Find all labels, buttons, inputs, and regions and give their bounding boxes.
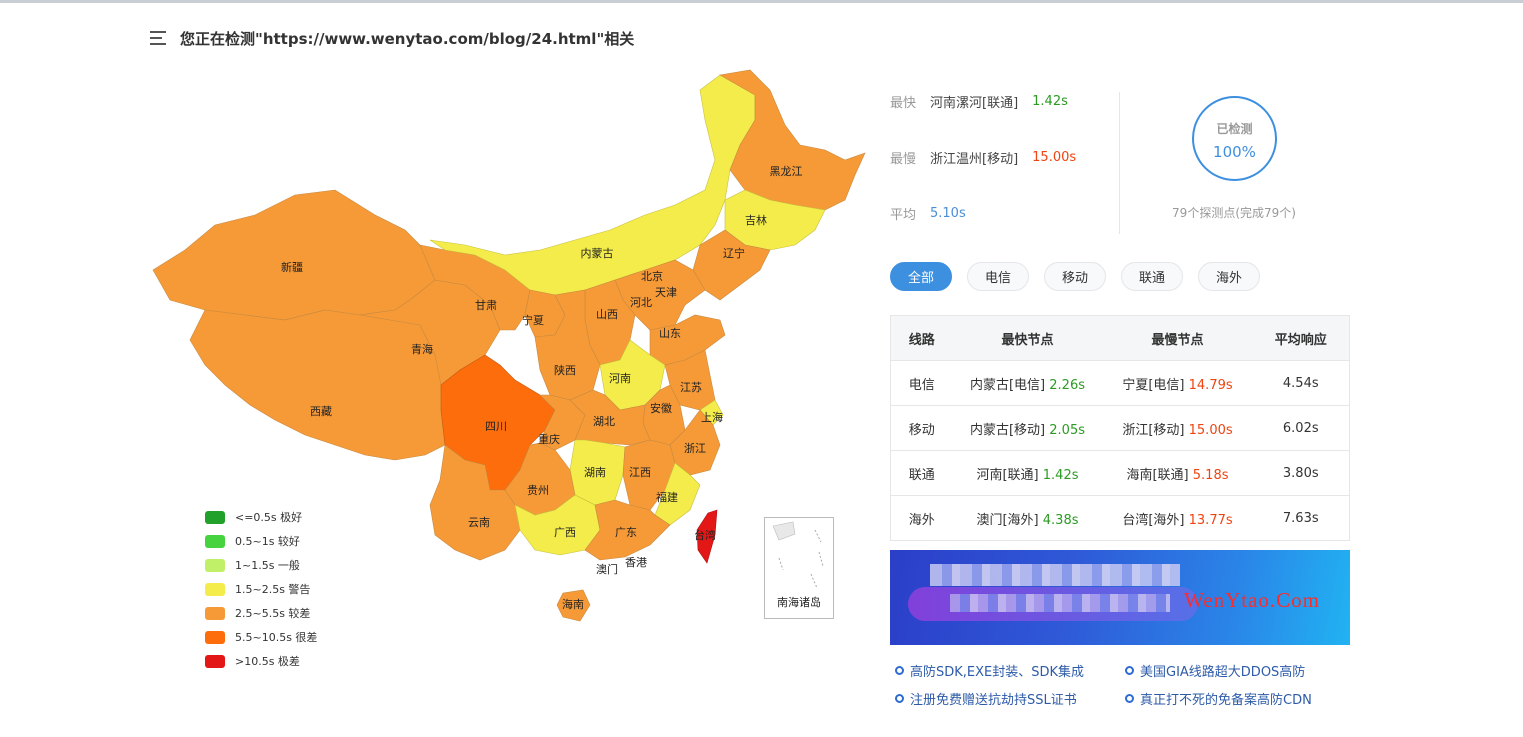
- label-shaanxi: 陕西: [554, 364, 576, 377]
- legend-item-6: >10.5s 极差: [205, 649, 317, 673]
- banner-watermark: WenYtao.Com: [1184, 588, 1320, 612]
- label-zhejiang: 浙江: [684, 442, 706, 455]
- label-tianjin: 天津: [655, 286, 677, 299]
- table-row: 电信 内蒙古[电信] 2.26s 宁夏[电信] 14.79s 4.54s: [890, 360, 1350, 406]
- ad-link-ssl[interactable]: 注册免费赠送抗劫持SSL证书: [895, 689, 1077, 708]
- label-guizhou: 贵州: [527, 484, 549, 497]
- label-chongqing: 重庆: [538, 433, 560, 446]
- stat-fastest: 最快 河南漯河[联通] 1.42s: [890, 94, 1068, 111]
- top-border: [0, 0, 1523, 3]
- label-jiangsu: 江苏: [680, 381, 702, 394]
- progress-circle: 已检测 100%: [1192, 96, 1277, 181]
- label-henan: 河南: [609, 372, 631, 385]
- tab-overseas[interactable]: 海外: [1198, 262, 1260, 291]
- region-xinjiang[interactable]: [152, 189, 436, 321]
- label-hainan: 海南: [562, 598, 584, 611]
- label-jilin: 吉林: [745, 214, 767, 227]
- boundary-line: [244, 309, 326, 321]
- stat-average: 平均 5.10s: [890, 206, 966, 223]
- ad-link-cdn[interactable]: 真正打不死的免备案高防CDN: [1125, 689, 1312, 708]
- legend-item-1: 0.5~1s 较好: [205, 529, 317, 553]
- table-row: 联通 河南[联通] 1.42s 海南[联通] 5.18s 3.80s: [890, 450, 1350, 496]
- label-beijing: 北京: [641, 270, 663, 283]
- ad-bullet-icon: [895, 666, 904, 675]
- label-jiangxi: 江西: [629, 466, 651, 479]
- region-chongqing[interactable]: [539, 394, 586, 451]
- stats-divider: [1119, 92, 1120, 234]
- legend-item-2: 1~1.5s 一般: [205, 553, 317, 577]
- legend-item-5: 5.5~10.5s 很差: [205, 625, 317, 649]
- tab-mobile[interactable]: 移动: [1044, 262, 1106, 291]
- region-taiwan[interactable]: [696, 509, 718, 564]
- inset-label: 南海诸岛: [777, 596, 821, 609]
- region-guangdong[interactable]: [584, 499, 671, 561]
- label-heilongjiang: 黑龙江: [769, 165, 803, 178]
- col-fastest: 最快节点: [952, 315, 1103, 361]
- page-title: 您正在检测"https://www.wenytao.com/blog/24.ht…: [180, 29, 635, 48]
- label-gansu: 甘肃: [475, 299, 497, 312]
- inset-islands: [772, 521, 824, 589]
- label-guangxi: 广西: [554, 526, 576, 539]
- tab-unicom[interactable]: 联通: [1121, 262, 1183, 291]
- label-sichuan: 四川: [485, 420, 507, 433]
- ad-bullet-icon: [1125, 694, 1134, 703]
- ad-link-sdk[interactable]: 高防SDK,EXE封装、SDK集成: [895, 661, 1084, 680]
- region-yunnan[interactable]: [429, 444, 521, 561]
- label-fujian: 福建: [656, 491, 678, 504]
- legend-item-4: 2.5~5.5s 较差: [205, 601, 317, 625]
- table-row: 海外 澳门[海外] 4.38s 台湾[海外] 13.77s 7.63s: [908, 510, 1319, 528]
- region-hainan[interactable]: [556, 589, 591, 622]
- label-guangdong: 广东: [615, 526, 637, 539]
- stat-slowest: 最慢 浙江温州[移动] 15.00s: [890, 150, 1077, 167]
- legend-item-0: <=0.5s 极好: [205, 505, 317, 529]
- page-header: 您正在检测"https://www.wenytao.com/blog/24.ht…: [150, 26, 634, 50]
- label-taiwan: 台湾: [694, 529, 716, 542]
- banner-obscured-text-2: [950, 594, 1170, 612]
- label-liaoning: 辽宁: [723, 247, 745, 260]
- label-shanghai: 上海: [701, 411, 723, 424]
- tab-all[interactable]: 全部: [890, 262, 952, 291]
- label-hunan: 湖南: [584, 466, 606, 479]
- banner-obscured-text: [930, 564, 1180, 586]
- ad-link-ddos[interactable]: 美国GIA线路超大DDOS高防: [1125, 661, 1305, 680]
- label-ningxia: 宁夏: [522, 314, 544, 327]
- label-neimenggu: 内蒙古: [580, 247, 614, 260]
- label-yunnan: 云南: [468, 516, 490, 529]
- col-line: 线路: [890, 315, 953, 361]
- label-hubei: 湖北: [593, 415, 615, 428]
- table-header: 线路 最快节点 最慢节点 平均响应: [890, 315, 1350, 361]
- region-tibet[interactable]: [189, 309, 446, 461]
- table-row: 移动 内蒙古[移动] 2.05s 浙江[移动] 15.00s 6.02s: [890, 405, 1350, 451]
- china-map-svg: [152, 69, 866, 622]
- tab-telecom[interactable]: 电信: [967, 262, 1029, 291]
- label-anhui: 安徽: [650, 402, 672, 415]
- label-shandong: 山东: [659, 327, 681, 340]
- line-tabs: 全部 电信 移动 联通 海外: [890, 262, 1275, 291]
- label-tibet: 西藏: [310, 405, 332, 418]
- menu-icon[interactable]: [150, 31, 168, 45]
- ad-bullet-icon: [895, 694, 904, 703]
- col-average: 平均响应: [1252, 315, 1350, 361]
- legend: <=0.5s 极好 0.5~1s 较好 1~1.5s 一般 1.5~2.5s 警…: [205, 505, 317, 673]
- label-shanxi: 山西: [596, 308, 618, 321]
- label-xinjiang: 新疆: [281, 261, 303, 274]
- results-table: 线路 最快节点 最慢节点 平均响应 电信 内蒙古[电信] 2.26s 宁夏[电信…: [890, 315, 1350, 541]
- label-macau: 澳门: [596, 563, 618, 576]
- ad-banner[interactable]: WenYtao.Com: [890, 550, 1350, 645]
- label-hebei: 河北: [630, 296, 652, 309]
- probe-count: 79个探测点(完成79个): [1172, 206, 1296, 220]
- col-slowest: 最慢节点: [1102, 315, 1253, 361]
- ad-bullet-icon: [1125, 666, 1134, 675]
- region-heilongjiang[interactable]: [719, 69, 866, 211]
- label-hongkong: 香港: [625, 556, 647, 569]
- label-qinghai: 青海: [411, 343, 433, 356]
- south-china-sea-inset: 南海诸岛: [764, 517, 834, 619]
- china-map: 新疆 西藏 青海 甘肃 内蒙古 黑龙江 吉林 辽宁 北京 天津 河北 山西 宁夏…: [145, 65, 875, 635]
- legend-item-3: 1.5~2.5s 警告: [205, 577, 317, 601]
